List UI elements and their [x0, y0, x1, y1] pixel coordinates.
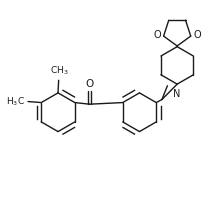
Text: H$_3$C: H$_3$C: [6, 95, 25, 108]
Text: CH$_3$: CH$_3$: [50, 64, 68, 77]
Text: N: N: [173, 89, 181, 99]
Text: O: O: [194, 30, 201, 40]
Text: O: O: [85, 79, 94, 89]
Text: O: O: [153, 30, 161, 40]
